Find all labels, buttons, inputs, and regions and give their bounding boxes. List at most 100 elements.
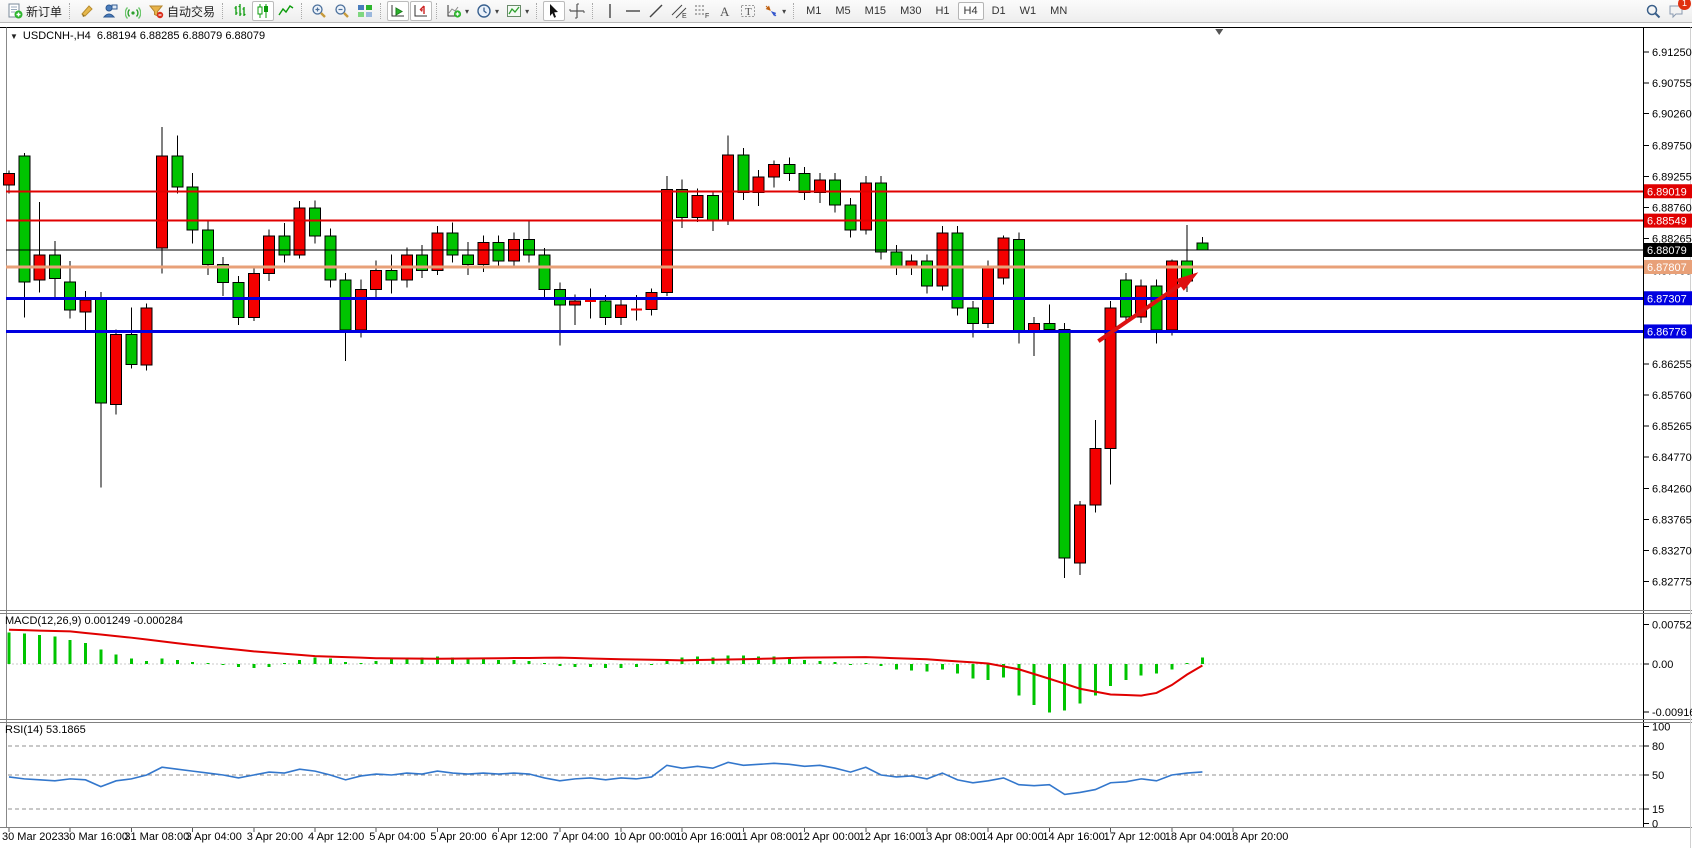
text-icon: A (720, 4, 730, 19)
chart-frame (0, 27, 1692, 848)
trend-arrow[interactable] (1097, 272, 1199, 343)
svg-text:3 Apr 04:00: 3 Apr 04:00 (186, 831, 242, 843)
macd-signal-line (8, 628, 1203, 697)
timeframe-button-M5[interactable]: M5 (835, 5, 851, 17)
auto-trading-label: 自动交易 (167, 4, 216, 19)
svg-text:6.84770: 6.84770 (1652, 452, 1692, 464)
text-tool[interactable]: A (714, 1, 736, 21)
zoom-in-icon (312, 4, 326, 18)
fibonacci-icon: F (695, 5, 709, 19)
auto-trading-icon (148, 5, 164, 19)
svg-text:6.84260: 6.84260 (1652, 484, 1692, 496)
templates-button[interactable]: ▾ (503, 1, 532, 21)
new-order-label: 新订单 (26, 4, 63, 19)
new-order-button[interactable]: 新订单 (4, 1, 65, 21)
rsi-indicator-label[interactable]: RSI(14) 53.1865 (5, 724, 86, 736)
svg-text:A: A (720, 4, 730, 19)
text-label-tool[interactable]: T (737, 1, 759, 21)
svg-text:6.88079: 6.88079 (1647, 245, 1687, 257)
svg-text:6 Apr 12:00: 6 Apr 12:00 (492, 831, 548, 843)
auto-scroll-icon (391, 5, 405, 17)
horizontal-line-tool[interactable] (622, 1, 644, 21)
main-toolbar: 新订单 自动交易 ▾ ▾ (0, 0, 1692, 23)
search-button[interactable] (1642, 1, 1664, 21)
cursor-tool-button[interactable] (543, 1, 566, 21)
svg-text:80: 80 (1652, 741, 1664, 753)
signal-button[interactable] (122, 1, 144, 21)
timeframe-button-H1[interactable]: H1 (935, 5, 950, 17)
svg-text:3 Apr 20:00: 3 Apr 20:00 (247, 831, 303, 843)
styler-button[interactable] (76, 1, 98, 21)
svg-text:5 Apr 04:00: 5 Apr 04:00 (369, 831, 425, 843)
bar-chart-mode-button[interactable] (229, 1, 251, 21)
toolbar-separator (536, 3, 539, 19)
arrows-tool[interactable]: ▾ (760, 1, 789, 21)
market-watch-icon (102, 4, 118, 18)
auto-scroll-button[interactable] (387, 1, 410, 21)
candlestick-mode-button[interactable] (252, 1, 275, 21)
svg-text:E: E (682, 13, 687, 19)
macd-indicator-label[interactable]: MACD(12,26,9) 0.001249 -0.000284 (5, 615, 183, 627)
periods-button[interactable]: ▾ (473, 1, 502, 21)
dropdown-caret: ▾ (465, 6, 470, 16)
zoom-in-button[interactable] (308, 1, 330, 21)
svg-text:6.90755: 6.90755 (1652, 78, 1692, 90)
svg-text:6.88549: 6.88549 (1647, 216, 1687, 228)
svg-text:5 Apr 20:00: 5 Apr 20:00 (430, 831, 486, 843)
timeframe-button-D1[interactable]: D1 (991, 5, 1006, 17)
zoom-out-button[interactable] (331, 1, 353, 21)
collapse-triangle-icon[interactable]: ▼ (10, 32, 18, 41)
svg-text:10 Apr 16:00: 10 Apr 16:00 (675, 831, 737, 843)
notifications-button[interactable]: 1 (1665, 0, 1691, 21)
svg-text:18 Apr 04:00: 18 Apr 04:00 (1165, 831, 1227, 843)
chart-shift-button[interactable] (410, 1, 433, 21)
svg-text:17 Apr 12:00: 17 Apr 12:00 (1104, 831, 1166, 843)
equidistant-channel-tool[interactable]: E (668, 1, 690, 21)
svg-text:0.00752: 0.00752 (1652, 619, 1692, 631)
svg-text:6.85760: 6.85760 (1652, 390, 1692, 402)
candlestick-series (3, 126, 1209, 579)
zoom-out-icon (335, 4, 349, 18)
svg-text:6.86255: 6.86255 (1652, 359, 1692, 371)
level-lines[interactable] (6, 190, 1643, 333)
svg-text:14 Apr 16:00: 14 Apr 16:00 (1042, 831, 1104, 843)
timeframe-button-M15[interactable]: M15 (864, 5, 887, 17)
vertical-line-icon (609, 4, 611, 18)
signal-icon (125, 7, 142, 19)
auto-trading-button[interactable]: 自动交易 (145, 1, 218, 21)
timeframe-button-M30[interactable]: M30 (900, 5, 922, 17)
line-chart-mode-button[interactable] (275, 1, 297, 21)
price-axis[interactable]: 6.91250 6.90755 6.90260 6.89750 6.89255 6.887… (1644, 47, 1692, 589)
svg-text:6.85265: 6.85265 (1652, 421, 1692, 433)
svg-text:F: F (705, 13, 709, 19)
svg-text:6.86776: 6.86776 (1647, 326, 1687, 338)
symbol-period-label: USDCNH-,H4 (22, 30, 91, 42)
timeframe-button-M1[interactable]: M1 (806, 5, 822, 17)
bar-chart-icon (234, 4, 246, 16)
text-label-icon: T (741, 5, 756, 18)
timeframe-button-W1[interactable]: W1 (1019, 5, 1037, 17)
crosshair-tool-button[interactable] (566, 1, 588, 21)
svg-text:7 Apr 04:00: 7 Apr 04:00 (553, 831, 609, 843)
indicators-button[interactable]: ▾ (443, 1, 472, 21)
svg-text:14 Apr 00:00: 14 Apr 00:00 (981, 831, 1043, 843)
market-watch-button[interactable] (99, 1, 121, 21)
svg-text:6.82775: 6.82775 (1652, 577, 1692, 589)
dropdown-caret: ▾ (782, 6, 787, 16)
trendline-tool[interactable] (645, 1, 667, 21)
svg-text:50: 50 (1652, 770, 1664, 782)
timeframe-button-MN[interactable]: MN (1050, 5, 1068, 17)
svg-text:12 Apr 00:00: 12 Apr 00:00 (798, 831, 860, 843)
vertical-line-tool[interactable] (599, 1, 621, 21)
template-icon (507, 5, 522, 17)
svg-text:30 Mar 16:00: 30 Mar 16:00 (63, 831, 128, 843)
toolbar-separator (222, 3, 225, 19)
timeframe-button-H4[interactable]: H4 (957, 2, 984, 20)
tile-windows-button[interactable] (354, 1, 376, 21)
chart-shift-marker[interactable] (1215, 29, 1224, 35)
cursor-icon (550, 4, 559, 18)
arrows-icon (765, 5, 777, 17)
fibonacci-tool[interactable]: F (691, 1, 713, 21)
